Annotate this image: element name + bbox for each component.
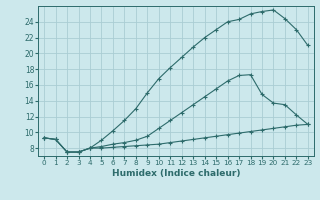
X-axis label: Humidex (Indice chaleur): Humidex (Indice chaleur) — [112, 169, 240, 178]
